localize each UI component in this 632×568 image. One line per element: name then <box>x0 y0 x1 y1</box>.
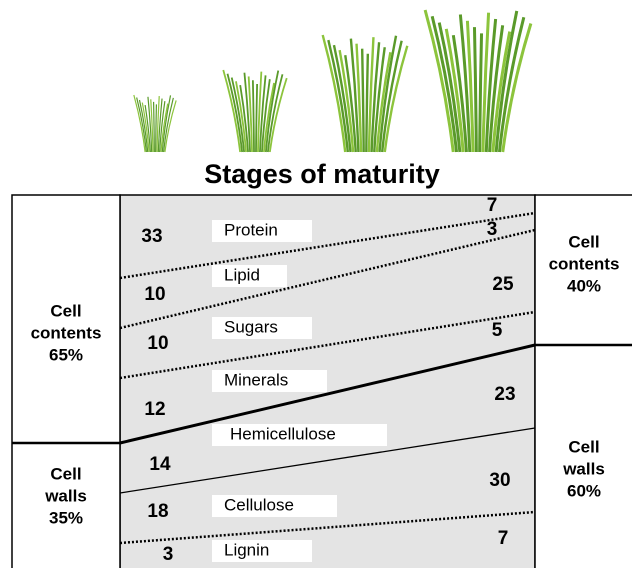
late-value: 25 <box>492 274 514 295</box>
component-name: Lignin <box>224 540 269 559</box>
side-label: Cell <box>50 464 81 483</box>
late-value: 7 <box>487 195 498 216</box>
side-label: 65% <box>49 345 83 364</box>
late-value: 23 <box>494 384 515 405</box>
side-label: contents <box>549 254 620 273</box>
grass-blade <box>425 10 453 152</box>
side-label: 35% <box>49 508 83 527</box>
grass-blade <box>253 80 254 152</box>
late-value: 7 <box>498 528 509 549</box>
side-label: Cell <box>568 232 599 251</box>
side-label: contents <box>31 323 102 342</box>
grass-blade <box>474 27 476 152</box>
early-value: 14 <box>149 454 171 475</box>
component-name: Hemicellulose <box>230 424 336 443</box>
component-name: Minerals <box>224 370 288 389</box>
grass-blade <box>362 49 364 152</box>
grass-images <box>134 10 531 152</box>
late-value: 5 <box>492 320 503 341</box>
grass-blade <box>134 95 145 152</box>
grass-blade <box>480 33 482 152</box>
grass-blade <box>256 84 257 152</box>
component-name: Cellulose <box>224 495 294 514</box>
title: Stages of maturity <box>204 159 440 189</box>
late-value: 3 <box>487 219 498 240</box>
early-value: 10 <box>147 333 168 354</box>
side-label: 60% <box>567 481 601 500</box>
component-name: Sugars <box>224 317 278 336</box>
grass-blade <box>154 102 155 152</box>
early-value: 3 <box>163 544 174 565</box>
early-value: 33 <box>141 226 162 247</box>
side-label: Cell <box>50 301 81 320</box>
component-name: Protein <box>224 220 278 239</box>
side-label: 40% <box>567 276 601 295</box>
grass-blade <box>156 104 157 152</box>
side-label: Cell <box>568 437 599 456</box>
early-value: 12 <box>144 399 165 420</box>
early-value: 18 <box>147 501 168 522</box>
component-name: Lipid <box>224 265 260 284</box>
diagram: Stages of maturity Cell contents 65% Cell wa… <box>0 0 632 568</box>
early-value: 10 <box>144 284 165 305</box>
late-value: 30 <box>489 470 510 491</box>
side-label: walls <box>44 486 87 505</box>
grass-blade <box>323 35 346 152</box>
side-label: walls <box>562 459 605 478</box>
grass-blade <box>366 54 368 152</box>
